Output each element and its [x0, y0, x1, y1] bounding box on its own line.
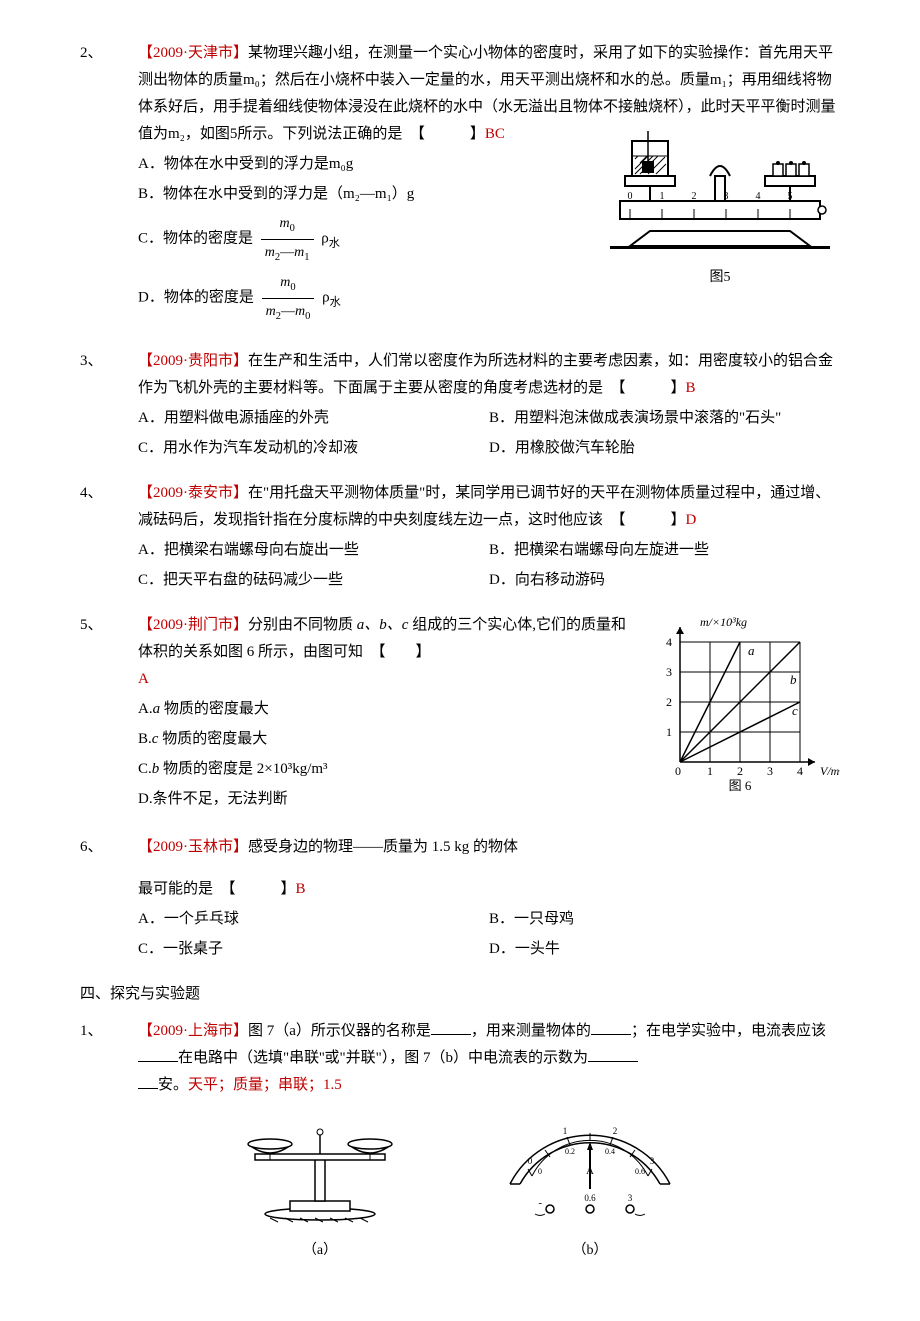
experiment-1: 1、 【2009·上海市】图 7（a）所示仪器的名称是，用来测量物体的；在电学实…: [80, 1018, 840, 1263]
q5-city: 【2009·荆门市】: [138, 617, 248, 633]
e1-number: 1、: [80, 1018, 103, 1045]
blank-5: [138, 1074, 158, 1089]
q2-number: 2、: [80, 40, 103, 67]
svg-text:0.4: 0.4: [605, 1147, 615, 1156]
q4-body: 【2009·泰安市】在"用托盘天平测物体质量"时，某同学用已调节好的天平在测物体…: [80, 480, 840, 594]
svg-text:4: 4: [797, 764, 803, 778]
balance-scale-icon: 0 1 2 3 4 5: [600, 121, 840, 261]
q3-answer: B: [686, 380, 696, 396]
svg-text:b: b: [790, 672, 797, 687]
fraction-c: m0 m2—m1: [261, 211, 314, 267]
svg-text:0: 0: [538, 1167, 542, 1176]
q4-opt-d: D．向右移动游码: [489, 567, 840, 594]
q3-opt-b: B．用塑料泡沫做成表演场景中滚落的"石头": [489, 405, 840, 432]
q5-opt-c: C.b 物质的密度是 2×10³kg/m³: [138, 756, 640, 783]
q3-opt-c: C．用水作为汽车发动机的冷却液: [138, 435, 489, 462]
fig7b-caption: （b）: [490, 1238, 690, 1263]
q6-city: 【2009·玉林市】: [138, 839, 248, 855]
q2-body: 【2009·天津市】某物理兴趣小组，在测量一个实心小物体的密度时，采用了如下的实…: [80, 40, 840, 330]
svg-text:4: 4: [756, 191, 761, 202]
q5-opt-d: D.条件不足，无法判断: [138, 786, 640, 813]
q3-opt-d: D．用橡胶做汽车轮胎: [489, 435, 840, 462]
fig7a-caption: （a）: [230, 1238, 410, 1263]
q5-opt-b: B.c 物质的密度最大: [138, 726, 640, 753]
svg-text:4: 4: [666, 635, 672, 649]
blank-1: [431, 1020, 471, 1035]
svg-text:2: 2: [737, 764, 743, 778]
q3-body: 【2009·贵阳市】在生产和生活中，人们常以密度作为所选材料的主要考虑因素，如：…: [80, 348, 840, 462]
q5-opt-a: A.a 物质的密度最大: [138, 696, 640, 723]
q2-answer: BC: [485, 126, 505, 142]
q6-opt-c: C．一张桌子: [138, 936, 489, 963]
fraction-d: m0 m2—m0: [262, 270, 315, 326]
svg-text:c: c: [792, 703, 798, 718]
q6-stem: 感受身边的物理——质量为 1.5 kg 的物体: [248, 839, 518, 855]
figure-5: 0 1 2 3 4 5: [600, 121, 840, 290]
q4-opt-c: C．把天平右盘的砝码减少一些: [138, 567, 489, 594]
svg-text:2: 2: [666, 695, 672, 709]
svg-text:0.6: 0.6: [635, 1167, 645, 1176]
svg-text:1: 1: [563, 1126, 568, 1136]
q6-opt-b: B．一只母鸡: [489, 906, 840, 933]
svg-text:0.6: 0.6: [584, 1193, 596, 1203]
q4-city: 【2009·泰安市】: [138, 485, 248, 501]
svg-text:0: 0: [528, 1156, 533, 1166]
q6-body: 【2009·玉林市】感受身边的物理——质量为 1.5 kg 的物体: [80, 834, 840, 861]
q6-opt-a: A．一个乒乓球: [138, 906, 489, 933]
question-4: 4、 【2009·泰安市】在"用托盘天平测物体质量"时，某同学用已调节好的天平在…: [80, 480, 840, 594]
svg-text:2: 2: [613, 1126, 618, 1136]
ammeter-icon: 0 1 2 3 0 0.2 0.4 0.6 A - 0.6 3: [490, 1114, 690, 1224]
q2-city: 【2009·天津市】: [138, 45, 248, 61]
blank-3: [138, 1047, 178, 1062]
svg-text:图 6: 图 6: [729, 778, 752, 792]
svg-text:a: a: [748, 643, 755, 658]
q6-number: 6、: [80, 834, 103, 861]
svg-text:1: 1: [666, 725, 672, 739]
figure-7: （a）: [80, 1114, 840, 1263]
q4-number: 4、: [80, 480, 103, 507]
svg-text:1: 1: [707, 764, 713, 778]
svg-text:3: 3: [650, 1156, 655, 1166]
question-3: 3、 【2009·贵阳市】在生产和生活中，人们常以密度作为所选材料的主要考虑因素…: [80, 348, 840, 462]
q4-opt-a: A．把横梁右端螺母向右旋出一些: [138, 537, 489, 564]
figure-6: a b c 0 1 2 3 4 1 2 3 4 m/×10³kg V/m³ 图 …: [640, 612, 840, 816]
svg-text:0: 0: [628, 191, 633, 202]
figure-7a: （a）: [230, 1114, 410, 1263]
svg-text:2: 2: [692, 191, 697, 202]
q5-answer: A: [138, 671, 149, 687]
svg-text:V/m³: V/m³: [820, 764, 840, 778]
fig5-caption: 图5: [600, 265, 840, 290]
q6-stem2: 最可能的是 【 】: [138, 881, 296, 897]
svg-text:0: 0: [675, 764, 681, 778]
q3-city: 【2009·贵阳市】: [138, 353, 248, 369]
figure-7b: 0 1 2 3 0 0.2 0.4 0.6 A - 0.6 3: [490, 1114, 690, 1263]
blank-4: [588, 1047, 638, 1062]
q5-body: 【2009·荆门市】分别由不同物质 a、b、c 组成的三个实心体,它们的质量和体…: [80, 612, 840, 816]
svg-text:3: 3: [767, 764, 773, 778]
q3-opt-a: A．用塑料做电源插座的外壳: [138, 405, 489, 432]
q6-opt-d: D．一头牛: [489, 936, 840, 963]
question-2: 2、 【2009·天津市】某物理兴趣小组，在测量一个实心小物体的密度时，采用了如…: [80, 40, 840, 330]
mass-volume-chart: a b c 0 1 2 3 4 1 2 3 4 m/×10³kg V/m³ 图 …: [640, 612, 840, 792]
e1-city: 【2009·上海市】: [138, 1023, 248, 1039]
question-5: 5、 【2009·荆门市】分别由不同物质 a、b、c 组成的三个实心体,它们的质…: [80, 612, 840, 816]
svg-text:3: 3: [666, 665, 672, 679]
q3-number: 3、: [80, 348, 103, 375]
e1-body: 【2009·上海市】图 7（a）所示仪器的名称是，用来测量物体的；在电学实验中，…: [80, 1018, 840, 1099]
q4-answer: D: [686, 512, 697, 528]
q5-number: 5、: [80, 612, 103, 639]
balance-icon: [230, 1114, 410, 1224]
svg-text:0.2: 0.2: [565, 1147, 575, 1156]
q6-answer: B: [296, 881, 306, 897]
question-6: 6、 【2009·玉林市】感受身边的物理——质量为 1.5 kg 的物体 最可能…: [80, 834, 840, 963]
svg-text:1: 1: [660, 191, 665, 202]
svg-text:-: -: [538, 1197, 542, 1209]
blank-2: [591, 1020, 631, 1035]
section-4-header: 四、探究与实验题: [80, 981, 840, 1008]
svg-text:3: 3: [628, 1193, 633, 1203]
e1-answer: 天平；质量；串联；1.5: [188, 1077, 342, 1093]
q4-opt-b: B．把横梁右端螺母向左旋进一些: [489, 537, 840, 564]
svg-text:m/×10³kg: m/×10³kg: [700, 615, 747, 629]
